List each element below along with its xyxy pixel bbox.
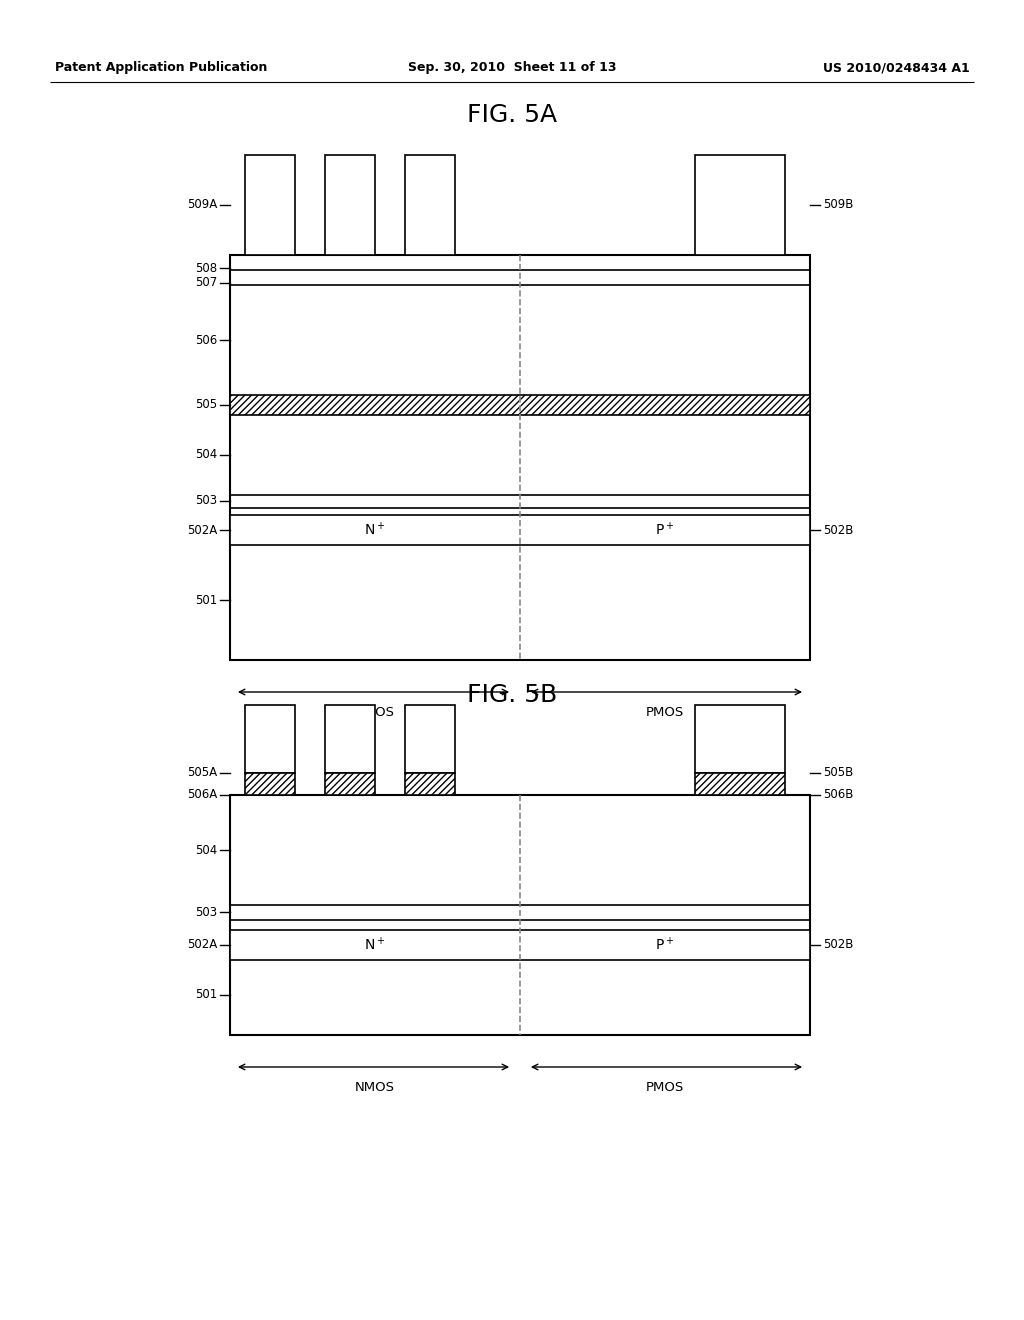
Bar xyxy=(406,154,455,255)
Text: N$^+$: N$^+$ xyxy=(365,936,386,953)
Text: 505A: 505A xyxy=(186,767,217,780)
Text: 502B: 502B xyxy=(823,939,853,952)
Text: 502A: 502A xyxy=(186,939,217,952)
Bar xyxy=(230,255,810,660)
Bar xyxy=(230,795,810,1035)
Text: 505B: 505B xyxy=(823,767,853,780)
Bar xyxy=(230,395,810,414)
Text: 504: 504 xyxy=(195,449,217,462)
Text: Sep. 30, 2010  Sheet 11 of 13: Sep. 30, 2010 Sheet 11 of 13 xyxy=(408,62,616,74)
Text: 502B: 502B xyxy=(823,524,853,536)
Text: PMOS: PMOS xyxy=(646,706,684,719)
Text: P$^+$: P$^+$ xyxy=(655,521,675,539)
Text: 507: 507 xyxy=(195,276,217,289)
Bar xyxy=(325,705,375,774)
Text: 501: 501 xyxy=(195,594,217,606)
Bar xyxy=(245,774,295,795)
Bar xyxy=(695,705,785,774)
Text: PMOS: PMOS xyxy=(646,1081,684,1094)
Text: 506B: 506B xyxy=(823,788,853,801)
Text: 501: 501 xyxy=(195,989,217,1002)
Bar xyxy=(406,705,455,774)
Bar xyxy=(230,931,810,960)
Bar xyxy=(695,154,785,255)
Bar xyxy=(325,154,375,255)
Bar xyxy=(230,515,810,545)
Text: 506: 506 xyxy=(195,334,217,346)
Text: 505: 505 xyxy=(195,399,217,412)
Text: NMOS: NMOS xyxy=(355,706,395,719)
Text: N$^+$: N$^+$ xyxy=(365,521,386,539)
Text: FIG. 5B: FIG. 5B xyxy=(467,682,557,708)
Bar xyxy=(245,154,295,255)
Text: 506A: 506A xyxy=(186,788,217,801)
Text: 504: 504 xyxy=(195,843,217,857)
Text: 502A: 502A xyxy=(186,524,217,536)
Text: US 2010/0248434 A1: US 2010/0248434 A1 xyxy=(823,62,970,74)
Text: P$^+$: P$^+$ xyxy=(655,936,675,953)
Text: 509A: 509A xyxy=(186,198,217,211)
Bar xyxy=(406,774,455,795)
Text: NMOS: NMOS xyxy=(355,1081,395,1094)
Text: 509B: 509B xyxy=(823,198,853,211)
Bar xyxy=(695,774,785,795)
Text: Patent Application Publication: Patent Application Publication xyxy=(55,62,267,74)
Bar xyxy=(245,705,295,774)
Bar xyxy=(325,774,375,795)
Text: 503: 503 xyxy=(195,495,217,507)
Text: 503: 503 xyxy=(195,906,217,919)
Text: 508: 508 xyxy=(195,261,217,275)
Text: FIG. 5A: FIG. 5A xyxy=(467,103,557,127)
